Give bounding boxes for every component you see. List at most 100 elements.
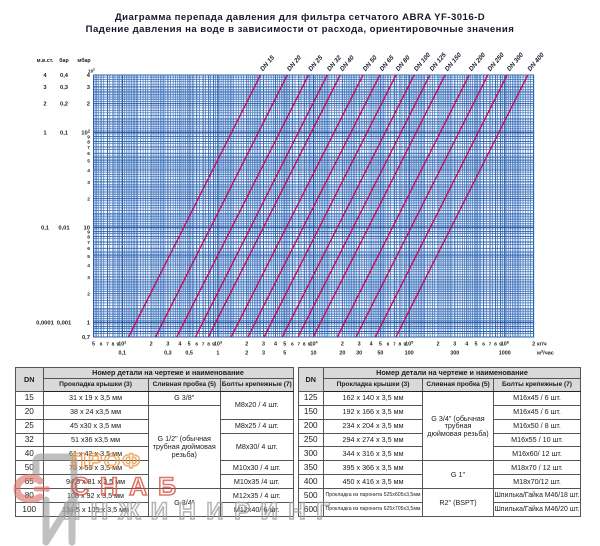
dn-cell: 25 — [15, 418, 44, 434]
plug-cell: G 1" — [422, 460, 494, 490]
bolts-cell: M12x40/ 6 шт. — [220, 502, 294, 517]
x-tick-kgh: 9 — [403, 342, 406, 348]
y-tick-mbar: 2 — [87, 102, 90, 108]
y-tick-mbar-minor: 4 — [87, 168, 90, 174]
bolts-cell: M16x60/ 12 шт. — [493, 446, 581, 462]
y-tick-bar: 0,001 — [57, 320, 72, 326]
dn-cell: 300 — [297, 446, 324, 462]
y-tick-mvst: 3 — [43, 85, 47, 91]
col-header-dn: DN — [297, 367, 324, 392]
x-tick-m3h: 2 — [245, 351, 248, 357]
bolts-cell: M10x30 / 4 шт. — [220, 460, 294, 476]
gasket-cell: 162 x 140 x 3,5 мм — [323, 390, 423, 406]
bolts-cell: M16x50 / 8 шт. — [493, 418, 581, 434]
dn-line-label: DN 150 — [444, 51, 464, 72]
dn-cell: 65 — [15, 474, 44, 490]
x-axis-unit-m3h: м3/час — [537, 349, 554, 357]
x-tick-m3h: 1 — [216, 351, 219, 357]
table-row: 250 294 x 274 x 3,5 мм M16x55 / 10 шт. — [297, 432, 581, 448]
y-tick-mbar-minor: 8 — [87, 139, 90, 145]
x-axis-unit-kgh: кг/ч — [537, 342, 547, 348]
dn-cell: 350 — [297, 460, 324, 476]
y-tick-mbar: 10 — [84, 225, 90, 231]
gasket-cell: 73 x 55 x 3,5 мм — [42, 460, 149, 476]
bolts-cell: M16x45 / 6 шт. — [493, 390, 581, 406]
table-row: 20 38 x 24 x3,5 мм G 1/2" (обычная трубная… — [15, 404, 294, 490]
gasket-cell: 61 x 42 x 3,5 мм — [42, 446, 149, 462]
dn-line-label: DN 50 — [362, 54, 379, 73]
x-tick-kgh: 106 — [501, 340, 510, 348]
x-tick-kgh: 4 — [274, 342, 277, 348]
table-row: 500 Прокладка из паронита 525х605х3,5мм R2… — [297, 488, 581, 517]
dn-cell: 400 — [297, 474, 324, 490]
x-tick-kgh: 3 — [358, 342, 361, 348]
dn-line — [176, 74, 310, 338]
dn-cell: 500 — [297, 488, 324, 504]
x-tick-m3h: 0,3 — [164, 351, 172, 357]
table-row: 600 Прокладка из паронита 625х705х3,5мм Шп… — [297, 502, 581, 517]
dn-cell: 600 — [297, 502, 324, 517]
dn-line-label: DN 300 — [506, 51, 526, 72]
gasket-cell: 192 x 166 x 3,5 мм — [323, 404, 423, 420]
parts-table: DN Номер детали на чертеже и наименование… — [15, 367, 294, 517]
x-tick-kgh: 6 — [291, 342, 294, 348]
y-tick-mbar-minor: 9 — [87, 229, 90, 235]
page-title: Диаграмма перепада давления для фильтра … — [0, 12, 600, 36]
x-tick-kgh: 4 — [370, 342, 373, 348]
x-tick-kgh: 2 — [341, 342, 344, 348]
gasket-cell: 450 x 416 x 3,5 мм — [323, 474, 423, 490]
gasket-cell: 108 x 92 x 3,5 мм — [42, 488, 149, 504]
bolts-cell: M8x20 / 4 шт. — [220, 390, 294, 420]
y-tick-bar: 0,2 — [60, 102, 68, 108]
y-tick-bar: 0,4 — [60, 73, 69, 79]
x-tick-m3h: 10 — [311, 351, 317, 357]
x-tick-kgh: 9 — [308, 342, 311, 348]
y-tick-mbar-minor: 5 — [87, 254, 90, 260]
x-tick-kgh: 6 — [387, 342, 390, 348]
x-tick-kgh: 2 — [436, 342, 439, 348]
bolts-cell: M10x35 /4 шт. — [220, 474, 294, 490]
y-tick-mbar-minor: 5 — [87, 159, 90, 165]
x-tick-m3h: 30 — [356, 351, 362, 357]
y-tick-mbar: 102 — [81, 128, 90, 136]
plug-cell: G 3/4" (обычная трубная дюймовая резьба) — [422, 390, 494, 462]
x-tick-kgh: 9 — [117, 342, 120, 348]
y-tick-mbar: 4 — [87, 73, 91, 79]
col-header: Прокладка крышки (3) — [323, 377, 423, 392]
y-tick-mvst: 1 — [43, 130, 47, 136]
plug-cell: R2" (BSPT) — [422, 488, 494, 517]
dn-cell: 40 — [15, 446, 44, 462]
parts-table: DN Номер детали на чертеже и наименование… — [297, 367, 581, 517]
gasket-cell: Прокладка из паронита 625х705х3,5мм — [323, 502, 423, 517]
dn-line-label: DN 20 — [286, 54, 303, 73]
gasket-cell: 31 x 19 x 3,5 мм — [42, 390, 149, 406]
bolts-cell: M16x45 / 6 шт. — [493, 404, 581, 420]
y-tick-mbar-minor: 6 — [87, 246, 90, 252]
y-tick-mbar-minor: 8 — [87, 234, 90, 240]
y-tick-mbar-minor: 7 — [87, 145, 90, 151]
col-header: Болты крепежные (7) — [493, 377, 581, 392]
dn-cell: 20 — [15, 404, 44, 420]
dn-cell: 125 — [297, 390, 324, 406]
bolts-cell: M18x70 / 12 шт. — [493, 460, 581, 476]
x-tick-kgh: 8 — [494, 342, 497, 348]
dn-line — [297, 74, 431, 338]
y-tick-mvst: 0,1 — [41, 225, 50, 231]
gasket-cell: Прокладка из паронита 525х605х3,5мм — [323, 488, 423, 504]
bolts-cell: M8x25 / 4 шт. — [220, 418, 294, 434]
y-tick-mbar: 1 — [87, 320, 91, 326]
x-tick-m3h: 5 — [283, 351, 286, 357]
table-row: 80 108 x 92 x 3,5 мм G 3/4" M12x35 / 4 шт. — [15, 488, 294, 517]
x-tick-kgh: 5 — [283, 342, 286, 348]
x-tick-kgh: 2 — [150, 342, 153, 348]
dn-cell: 80 — [15, 488, 44, 504]
table-row: 32 51 x36 x3,5 мм M8x30/ 4 шт. — [15, 432, 294, 462]
col-header: Прокладка крышки (3) — [42, 377, 149, 392]
dn-line — [263, 74, 397, 338]
gasket-cell: 94,5 x 81 x 3,5 мм — [42, 474, 149, 490]
dn-cell: 150 — [297, 404, 324, 420]
dn-line — [230, 74, 364, 338]
y-tick-mbar-minor: 6 — [87, 151, 90, 157]
